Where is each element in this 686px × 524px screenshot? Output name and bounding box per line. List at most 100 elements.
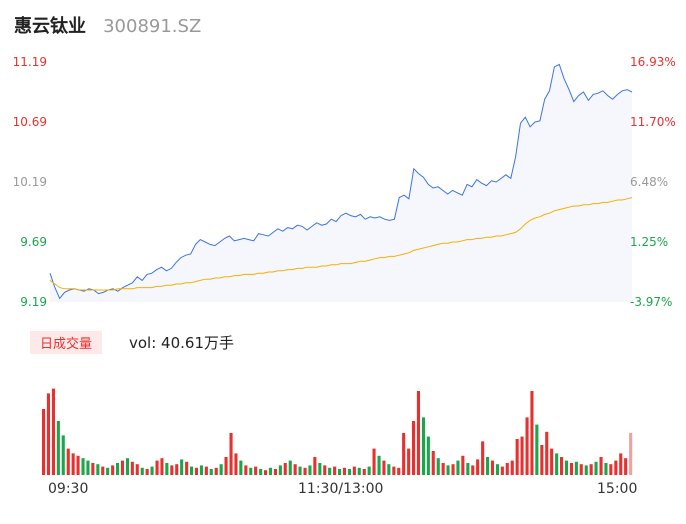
volume-bar (510, 460, 514, 475)
volume-bar (328, 467, 332, 475)
volume-bar (120, 460, 124, 475)
stock-header: 惠云钛业 300891.SZ (14, 12, 201, 40)
y-tick-price: 10.69 (13, 115, 47, 129)
volume-bar (352, 466, 356, 475)
volume-bar (86, 460, 90, 475)
volume-bar (42, 409, 46, 475)
volume-bar (91, 463, 95, 475)
volume-bar (61, 435, 65, 475)
volume-bar (155, 460, 159, 475)
price-line (49, 63, 633, 300)
volume-bar (599, 457, 603, 475)
volume-bar (342, 467, 346, 475)
volume-bar (495, 464, 499, 475)
volume-bar (402, 433, 406, 475)
volume-bar (461, 455, 465, 475)
volume-bar (239, 460, 243, 475)
y-tick-pct: 16.93% (630, 55, 676, 69)
volume-bar (397, 467, 401, 475)
volume-value: vol: 40.61万手 (129, 334, 234, 352)
y-tick-pct: -3.97% (630, 295, 672, 309)
volume-bar (357, 467, 361, 475)
volume-bar (194, 467, 198, 475)
volume-bar (490, 460, 494, 475)
volume-bar (140, 467, 144, 475)
volume-bar (264, 470, 268, 475)
volume-bar (500, 466, 504, 475)
volume-bar (323, 465, 327, 475)
volume-bar (486, 457, 490, 475)
volume-bar (229, 433, 233, 475)
volume-bar (150, 466, 154, 475)
y-tick-pct: 1.25% (630, 235, 668, 249)
volume-tab[interactable]: 日成交量 (30, 331, 103, 354)
volume-bar (81, 458, 85, 475)
volume-bar (268, 467, 272, 475)
volume-bar (318, 463, 322, 475)
volume-bar (377, 455, 381, 475)
volume-bar (96, 464, 100, 475)
y-tick-price: 10.19 (13, 175, 47, 189)
volume-bar (584, 465, 588, 475)
y-tick-pct: 6.48% (630, 175, 668, 189)
average-line (49, 197, 633, 291)
volume-bar (629, 433, 633, 475)
volume-bar (619, 453, 623, 475)
volume-bar (515, 439, 519, 475)
volume-bar (214, 467, 218, 475)
volume-bar (71, 453, 75, 475)
volume-bar (293, 464, 297, 475)
volume-bar (446, 465, 450, 475)
y-tick-price: 11.19 (13, 55, 47, 69)
volume-bar (135, 464, 139, 475)
volume-bar (604, 463, 608, 475)
volume-bar (609, 464, 613, 475)
volume-bar (540, 445, 544, 475)
volume-bar (278, 465, 282, 475)
volume-bar (298, 466, 302, 475)
stock-name: 惠云钛业 (14, 16, 86, 37)
volume-bar (564, 460, 568, 475)
volume-bar (550, 448, 554, 475)
stock-code: 300891.SZ (103, 16, 202, 37)
volume-bar (51, 388, 55, 475)
volume-bar (535, 424, 539, 475)
volume-bar (436, 458, 440, 475)
volume-bar (160, 458, 164, 475)
volume-bar (116, 463, 120, 475)
volume-bar (431, 451, 435, 475)
volume-bar (505, 463, 509, 475)
volume-bar (303, 467, 307, 475)
volume-bar (367, 466, 371, 475)
volume-bar (76, 455, 80, 475)
volume-bar (624, 458, 628, 475)
volume-bar (209, 469, 213, 475)
volume-bar (313, 457, 317, 475)
volume-bar (451, 464, 455, 475)
volume-bar (530, 391, 534, 475)
volume-bar (204, 466, 208, 475)
volume-bar (180, 459, 184, 475)
volume-bar (614, 460, 618, 475)
volume-bar (283, 463, 287, 475)
volume-bar (471, 465, 475, 475)
volume-bar (589, 464, 593, 475)
volume-bar (362, 469, 366, 475)
volume-bar (219, 464, 223, 475)
volume-bar (308, 465, 312, 475)
volume-bar (466, 463, 470, 475)
volume-bar (66, 448, 70, 475)
volume-bar (199, 465, 203, 475)
volume-bar (412, 421, 416, 475)
volume-bar (574, 461, 578, 475)
volume-bar (106, 467, 110, 475)
volume-bar (224, 457, 228, 475)
volume-bar (259, 469, 263, 475)
volume-bar (569, 463, 573, 475)
volume-bar (244, 465, 248, 475)
volume-bar (56, 421, 60, 475)
volume-bar (165, 463, 169, 475)
volume-bar (426, 436, 430, 475)
price-fill (50, 64, 632, 303)
